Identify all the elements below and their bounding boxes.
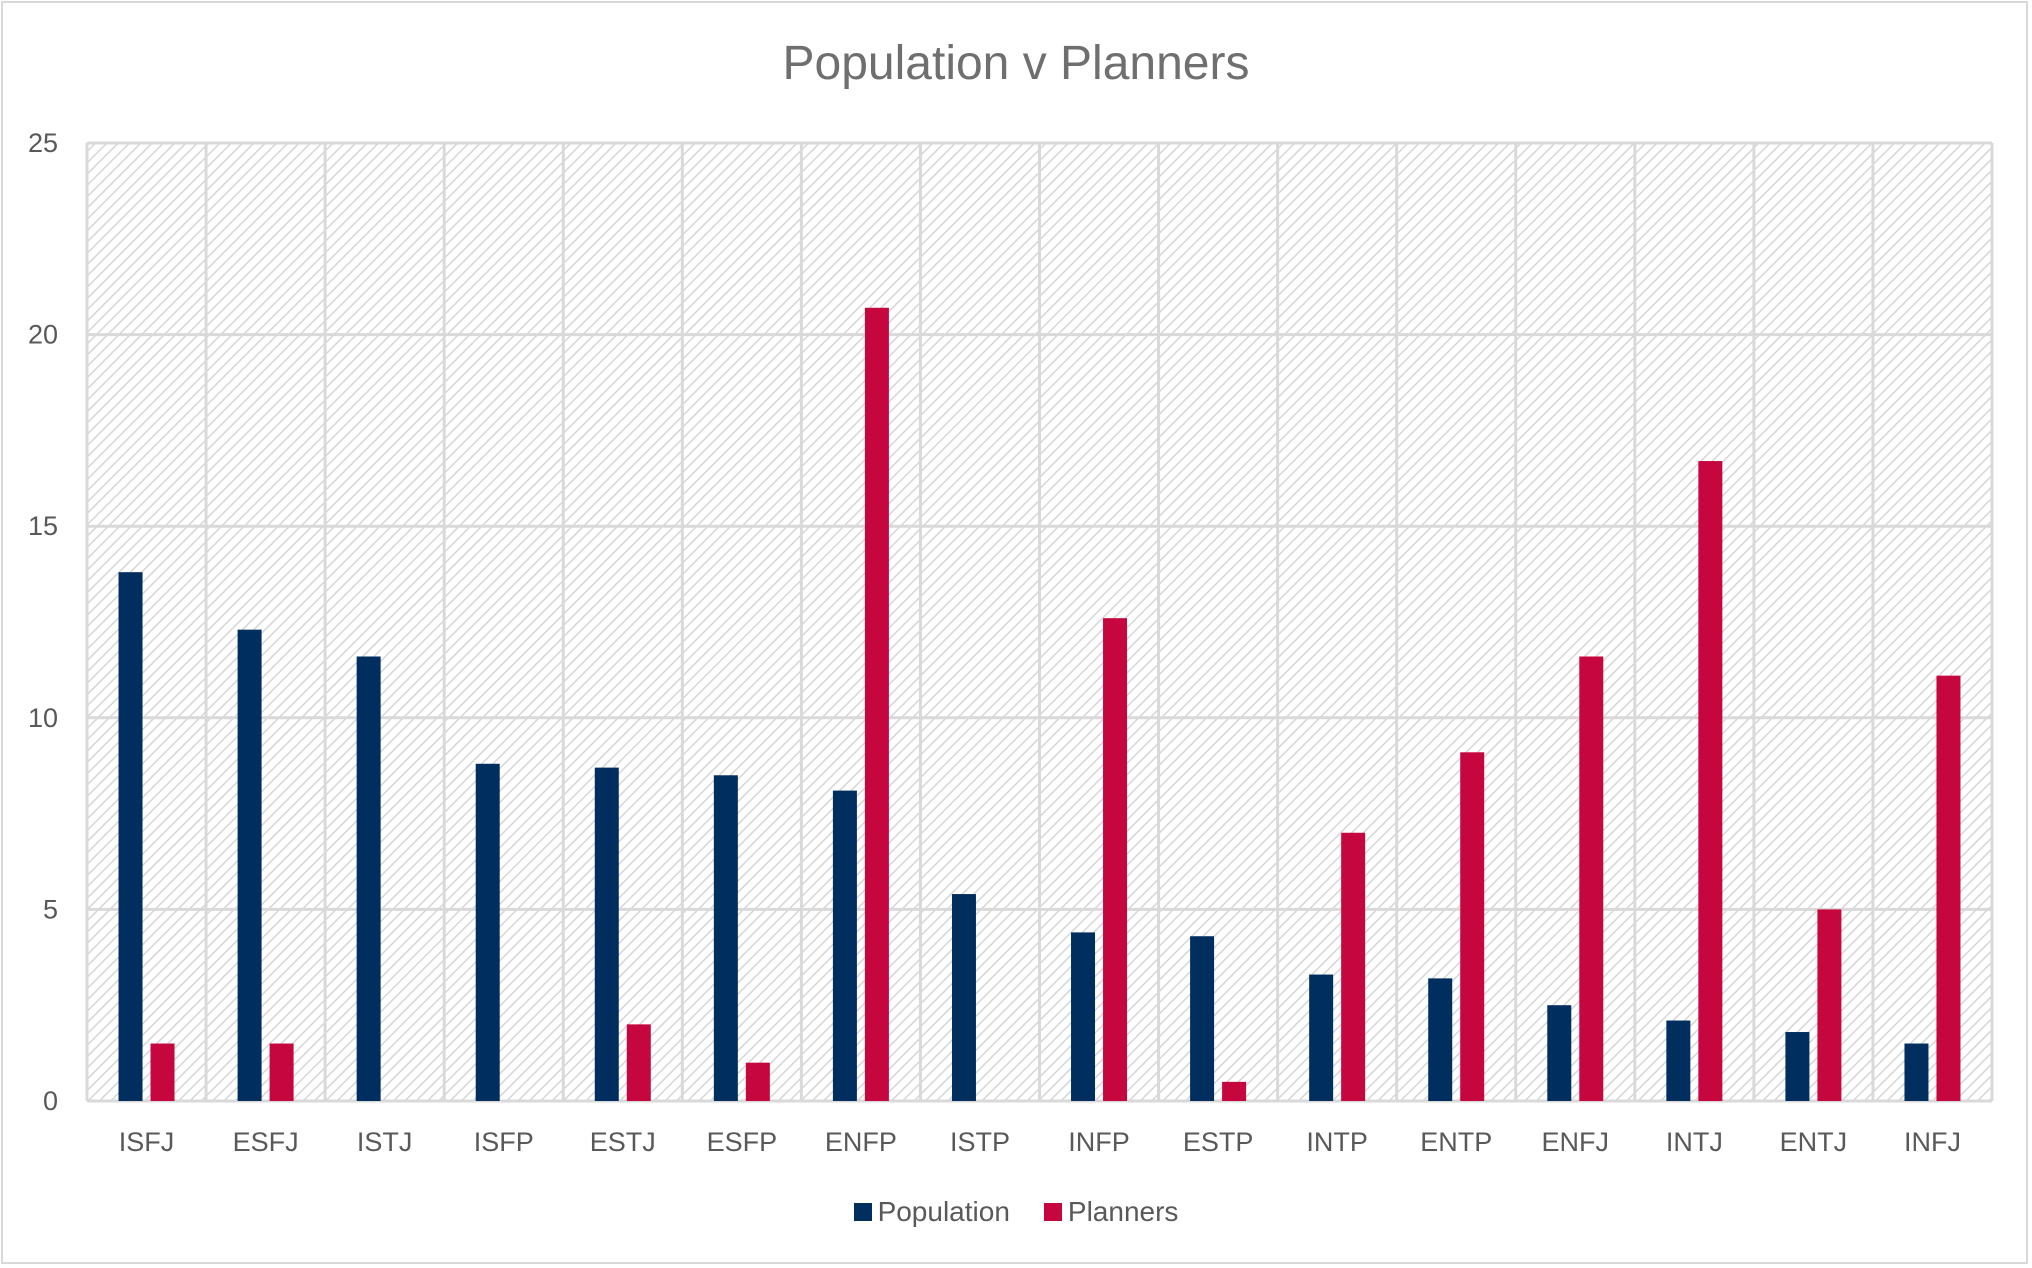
x-tick-label: INTJ — [1666, 1127, 1723, 1157]
bar-planners-entj[interactable] — [1817, 909, 1842, 1101]
bar-population-entp[interactable] — [1428, 978, 1453, 1101]
bar-planners-estp[interactable] — [1222, 1081, 1247, 1101]
x-tick-label: ESFJ — [233, 1127, 299, 1157]
y-tick-label: 5 — [43, 894, 58, 924]
x-tick-label: ENFP — [825, 1127, 897, 1157]
bar-population-esfj[interactable] — [237, 629, 262, 1101]
legend-swatch-planners — [1043, 1203, 1062, 1221]
legend-swatch-population — [853, 1203, 872, 1221]
legend: Population Planners — [0, 1196, 2032, 1228]
x-tick-label: ENTJ — [1780, 1127, 1848, 1157]
x-tick-label: ISFJ — [119, 1127, 175, 1157]
x-tick-label: ESTP — [1183, 1127, 1254, 1157]
y-tick-label: 15 — [28, 511, 58, 541]
x-tick-label: ESTJ — [590, 1127, 656, 1157]
bar-planners-esfp[interactable] — [745, 1062, 770, 1101]
bar-population-isfj[interactable] — [118, 572, 143, 1101]
bar-population-estj[interactable] — [594, 767, 619, 1101]
bar-planners-enfj[interactable] — [1579, 656, 1604, 1101]
x-tick-label: INTP — [1306, 1127, 1368, 1157]
legend-item-planners[interactable]: Planners — [1043, 1196, 1179, 1228]
x-tick-label: ENFJ — [1542, 1127, 1610, 1157]
bar-population-intj[interactable] — [1666, 1020, 1691, 1101]
bar-planners-infj[interactable] — [1936, 675, 1961, 1101]
bar-population-istj[interactable] — [356, 656, 381, 1101]
bar-population-infj[interactable] — [1904, 1043, 1929, 1101]
legend-label-planners: Planners — [1067, 1196, 1179, 1227]
bar-population-enfp[interactable] — [832, 790, 857, 1101]
y-tick-label: 25 — [28, 128, 58, 158]
x-tick-label: INFP — [1068, 1127, 1130, 1157]
bar-planners-esfj[interactable] — [269, 1043, 294, 1101]
bar-planners-intp[interactable] — [1341, 832, 1366, 1101]
legend-label-population: Population — [877, 1196, 1010, 1227]
x-tick-label: ENTP — [1420, 1127, 1492, 1157]
bar-population-isfp[interactable] — [475, 763, 500, 1101]
bar-planners-estj[interactable] — [626, 1024, 651, 1101]
bar-population-istp[interactable] — [951, 894, 976, 1101]
bar-population-esfp[interactable] — [713, 775, 738, 1101]
legend-item-population[interactable]: Population — [853, 1196, 1010, 1228]
bar-planners-infp[interactable] — [1103, 618, 1128, 1101]
bar-planners-enfp[interactable] — [864, 307, 889, 1101]
x-tick-label: ISTP — [950, 1127, 1010, 1157]
bar-population-estp[interactable] — [1190, 936, 1215, 1101]
y-tick-label: 20 — [28, 320, 58, 350]
x-tick-label: ISTJ — [357, 1127, 413, 1157]
bar-population-intp[interactable] — [1309, 974, 1334, 1101]
x-tick-label: INFJ — [1904, 1127, 1961, 1157]
chart-title: Population v Planners — [782, 37, 1250, 90]
bar-planners-entp[interactable] — [1460, 752, 1485, 1101]
bar-population-enfj[interactable] — [1547, 1005, 1572, 1101]
x-tick-label: ESFP — [707, 1127, 778, 1157]
x-tick-label: ISFP — [474, 1127, 534, 1157]
bar-planners-isfj[interactable] — [150, 1043, 175, 1101]
bar-population-entj[interactable] — [1785, 1032, 1810, 1101]
bar-planners-intj[interactable] — [1698, 461, 1723, 1101]
y-tick-label: 0 — [43, 1086, 58, 1116]
bar-population-infp[interactable] — [1071, 932, 1096, 1101]
y-tick-label: 10 — [28, 703, 58, 733]
